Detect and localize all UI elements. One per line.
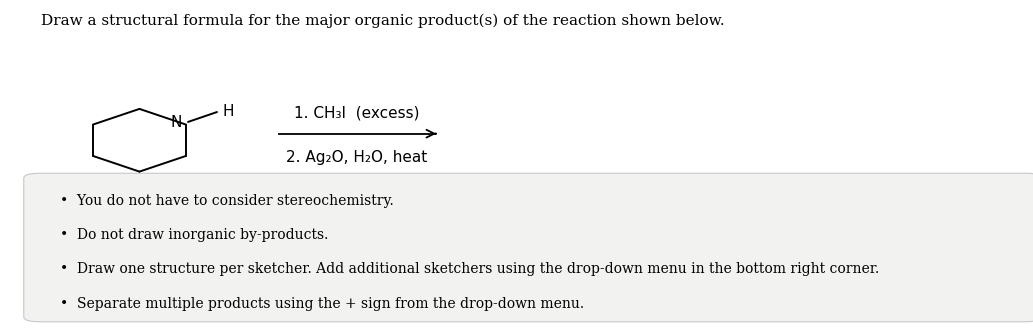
Text: N: N [170, 115, 182, 130]
Text: •  You do not have to consider stereochemistry.: • You do not have to consider stereochem… [60, 194, 394, 208]
Text: Draw a structural formula for the major organic product(s) of the reaction shown: Draw a structural formula for the major … [41, 13, 725, 28]
Text: 2. Ag₂O, H₂O, heat: 2. Ag₂O, H₂O, heat [286, 150, 427, 165]
Text: •  Do not draw inorganic by-products.: • Do not draw inorganic by-products. [60, 228, 328, 243]
Text: 1. CH₃I  (excess): 1. CH₃I (excess) [293, 106, 419, 120]
FancyBboxPatch shape [24, 173, 1033, 322]
Text: •  Separate multiple products using the + sign from the drop-down menu.: • Separate multiple products using the +… [60, 297, 584, 311]
Text: •  Draw one structure per sketcher. Add additional sketchers using the drop-down: • Draw one structure per sketcher. Add a… [60, 262, 879, 277]
Text: H: H [222, 104, 233, 119]
